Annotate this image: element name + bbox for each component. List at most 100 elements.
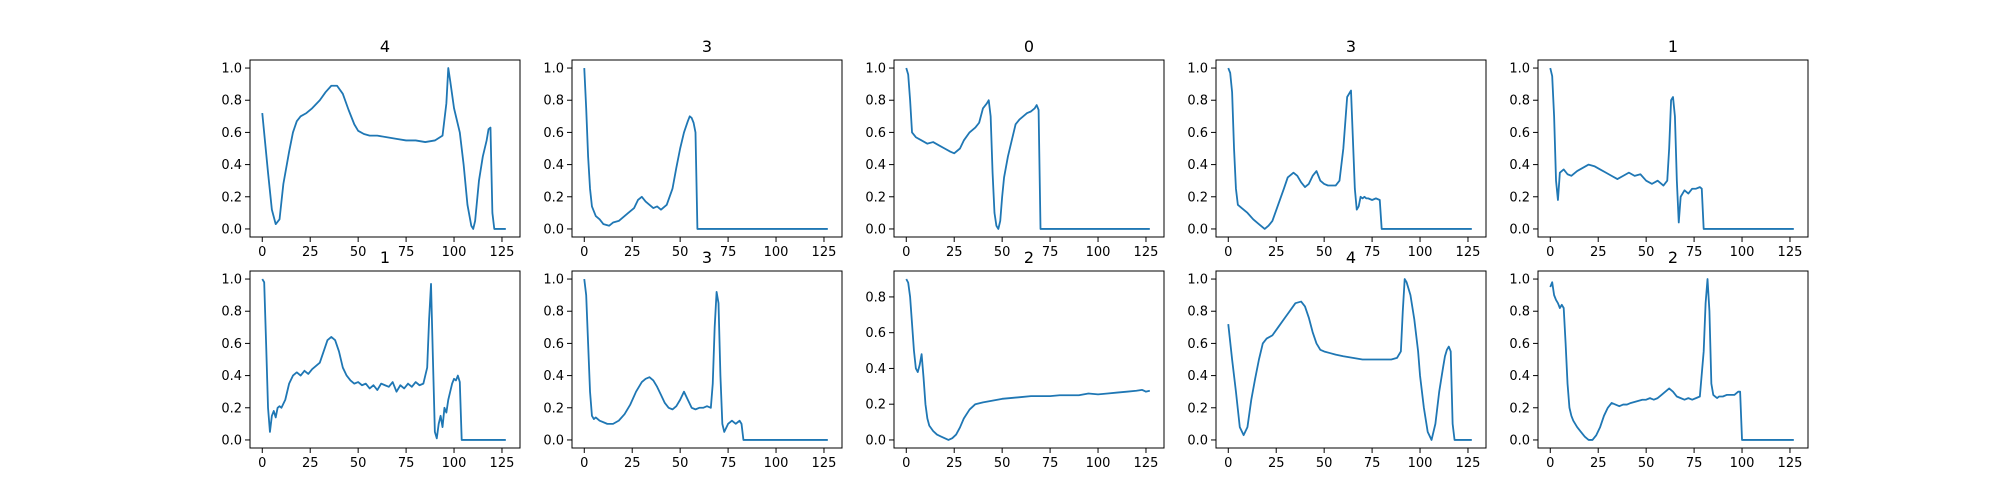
x-tick-label: 100	[764, 245, 789, 260]
series-line	[1227, 278, 1472, 441]
x-tick-label: 50	[672, 456, 689, 471]
x-tick-label: 25	[624, 456, 641, 471]
x-tick-label: 50	[672, 245, 689, 260]
series-line	[1227, 67, 1472, 230]
y-tick-label: 0.2	[1187, 190, 1208, 205]
subplot-4: 0 25 50 75 100 125 0.0 0.2 0.4 0.6 0.8 1.0 3	[1187, 37, 1487, 260]
y-tick-label: 0.2	[865, 398, 886, 413]
x-tick-label: 75	[398, 245, 415, 260]
subplot-title: 1	[1668, 37, 1678, 56]
subplot-6: 0 25 50 75 100 125 0.0 0.2 0.4 0.6 0.8 1.0 1	[221, 248, 521, 471]
x-tick-label: 125	[490, 456, 515, 471]
x-tick-label: 0	[1224, 456, 1232, 471]
x-tick-label: 125	[1456, 456, 1481, 471]
y-tick-label: 0.6	[1187, 337, 1208, 352]
x-tick-label: 100	[442, 456, 467, 471]
y-tick-label: 0.6	[543, 337, 564, 352]
subplot-title: 3	[702, 37, 712, 56]
series-line	[1549, 67, 1794, 230]
x-tick-label: 125	[1134, 456, 1159, 471]
y-tick-label: 0.6	[1187, 126, 1208, 141]
x-tick-label: 125	[1778, 245, 1803, 260]
y-tick-label: 0.2	[543, 190, 564, 205]
y-tick-label: 0.6	[865, 326, 886, 341]
y-tick-label: 1.0	[1187, 273, 1208, 288]
x-tick-label: 100	[1730, 245, 1755, 260]
y-tick-label: 0.8	[1187, 94, 1208, 109]
x-tick-label: 100	[764, 456, 789, 471]
y-tick-label: 0.2	[1187, 401, 1208, 416]
subplot-10: 0 25 50 75 100 125 0.0 0.2 0.4 0.6 0.8 1.0 2	[1509, 248, 1809, 471]
x-tick-label: 75	[1042, 245, 1059, 260]
y-tick-label: 0.4	[221, 369, 242, 384]
y-tick-label: 1.0	[1509, 273, 1530, 288]
y-tick-label: 0.4	[1187, 158, 1208, 173]
x-tick-label: 25	[624, 245, 641, 260]
y-tick-label: 0.8	[543, 94, 564, 109]
x-tick-label: 125	[812, 456, 837, 471]
y-tick-label: 0.8	[543, 305, 564, 320]
x-tick-label: 0	[580, 456, 588, 471]
y-tick-label: 0.0	[865, 222, 886, 237]
y-tick-label: 0.2	[865, 190, 886, 205]
y-tick-label: 0.0	[221, 222, 242, 237]
series-line	[261, 67, 506, 230]
y-tick-label: 0.2	[543, 401, 564, 416]
x-tick-label: 75	[1686, 245, 1703, 260]
series-line	[905, 67, 1150, 230]
axes-frame	[249, 270, 521, 449]
y-tick-label: 0.4	[543, 369, 564, 384]
y-tick-label: 1.0	[221, 62, 242, 77]
series-line	[905, 278, 1151, 441]
axes-frame	[893, 270, 1165, 449]
subplot-title: 4	[1346, 248, 1356, 267]
subplot-9: 0 25 50 75 100 125 0.0 0.2 0.4 0.6 0.8 1.0 4	[1187, 248, 1487, 471]
axes-frame	[1215, 59, 1487, 238]
x-tick-label: 100	[1086, 245, 1111, 260]
x-tick-label: 50	[994, 456, 1011, 471]
y-tick-label: 0.4	[1509, 369, 1530, 384]
axes-frame	[1215, 270, 1487, 449]
y-tick-label: 0.6	[221, 337, 242, 352]
axes-frame	[1537, 59, 1809, 238]
y-tick-label: 0.4	[543, 158, 564, 173]
y-tick-label: 0.8	[221, 305, 242, 320]
y-tick-label: 0.8	[1187, 305, 1208, 320]
x-tick-label: 0	[902, 245, 910, 260]
x-tick-label: 50	[350, 245, 367, 260]
x-tick-label: 125	[1456, 245, 1481, 260]
subplot-2: 0 25 50 75 100 125 0.0 0.2 0.4 0.6 0.8 1.0 3	[543, 37, 843, 260]
y-tick-label: 0.4	[1509, 158, 1530, 173]
subplot-title: 2	[1024, 248, 1034, 267]
y-tick-label: 0.6	[221, 126, 242, 141]
axes-frame	[249, 59, 521, 238]
x-tick-label: 25	[302, 245, 319, 260]
y-tick-label: 0.0	[221, 433, 242, 448]
y-tick-label: 1.0	[1509, 62, 1530, 77]
y-tick-label: 0.8	[221, 94, 242, 109]
x-tick-label: 25	[1590, 456, 1607, 471]
x-tick-label: 100	[1730, 456, 1755, 471]
x-tick-label: 50	[1316, 245, 1333, 260]
y-tick-label: 0.8	[865, 290, 886, 305]
y-tick-label: 0.4	[865, 158, 886, 173]
x-tick-label: 75	[398, 456, 415, 471]
y-tick-label: 0.0	[1187, 433, 1208, 448]
axes-frame	[1537, 270, 1809, 449]
x-tick-label: 0	[258, 456, 266, 471]
y-tick-label: 0.0	[543, 433, 564, 448]
x-tick-label: 25	[1590, 245, 1607, 260]
subplot-title: 0	[1024, 37, 1034, 56]
y-tick-label: 0.6	[1509, 126, 1530, 141]
x-tick-label: 75	[1364, 245, 1381, 260]
x-tick-label: 25	[302, 456, 319, 471]
series-line	[583, 278, 828, 441]
y-tick-label: 1.0	[1187, 62, 1208, 77]
x-tick-label: 25	[1268, 245, 1285, 260]
y-tick-label: 0.2	[221, 401, 242, 416]
y-tick-label: 1.0	[543, 273, 564, 288]
x-tick-label: 50	[1316, 456, 1333, 471]
subplot-title: 2	[1668, 248, 1678, 267]
x-tick-label: 50	[994, 245, 1011, 260]
y-tick-label: 0.6	[865, 126, 886, 141]
